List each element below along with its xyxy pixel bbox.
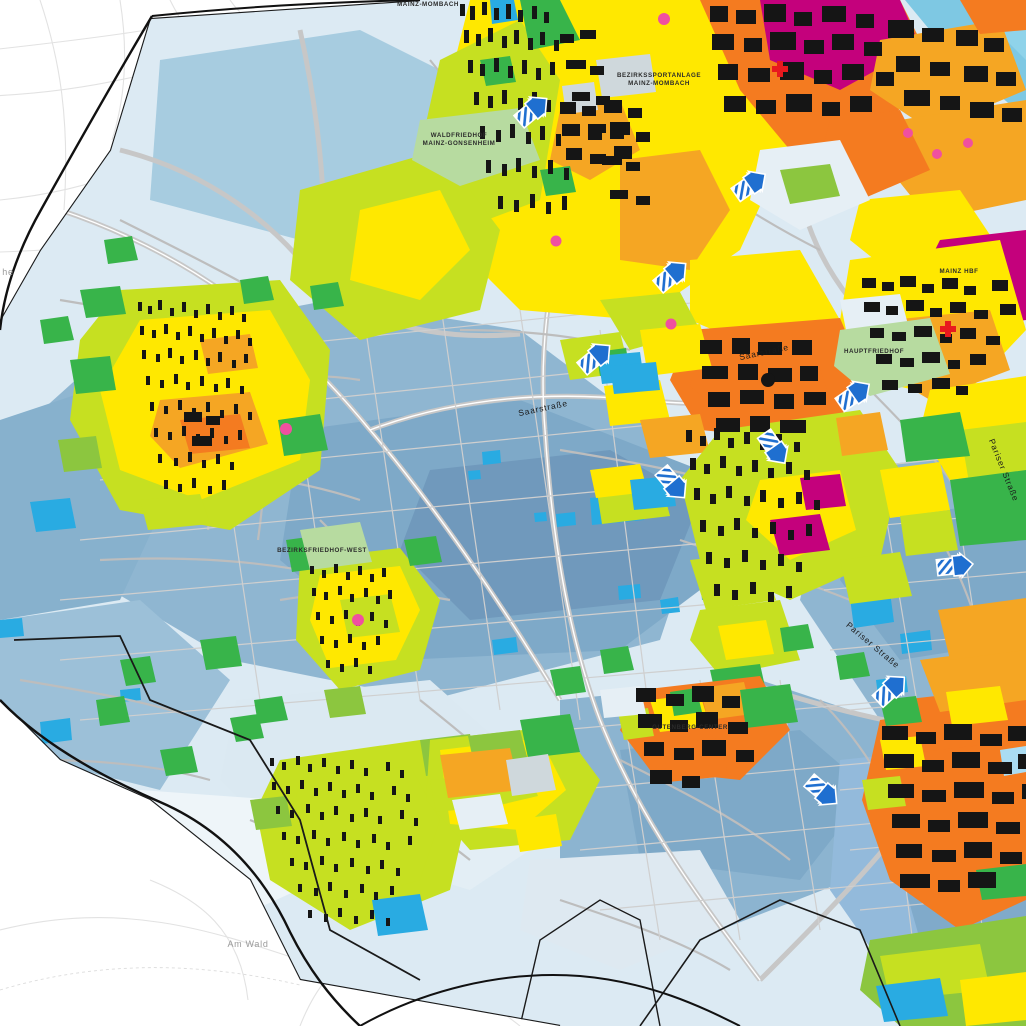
district-boundary	[13, 635, 421, 981]
hospital-cross-icon[interactable]	[940, 321, 956, 337]
builtup-service-south	[440, 748, 562, 852]
point-of-interest-dot[interactable]	[665, 318, 677, 330]
builtup-south-village	[250, 734, 478, 936]
builtup-bezirksfriedhof-west	[286, 534, 442, 718]
boundary-southwest	[0, 699, 361, 1026]
district-boundary-3	[519, 899, 661, 1026]
point-of-interest-dot[interactable]	[658, 13, 670, 25]
boundary-north	[151, 0, 421, 17]
hospital-cross-icon[interactable]	[772, 61, 788, 77]
boundary-south	[359, 974, 741, 1026]
green-spaces	[40, 236, 870, 776]
district-boundary-2	[639, 899, 901, 1026]
boundary-northwest	[0, 15, 154, 331]
builtup-south-business	[860, 916, 1026, 1026]
point-of-interest-dot[interactable]	[280, 423, 292, 435]
point-of-interest-dot[interactable]	[963, 138, 973, 148]
point-of-interest-dot[interactable]	[903, 128, 913, 138]
hospital-marker-layer	[772, 61, 956, 337]
point-of-interest-dot[interactable]	[932, 149, 942, 159]
point-of-interest-dot[interactable]	[352, 614, 364, 626]
builtup-bretzenheim	[680, 410, 958, 706]
poi-dot-layer	[280, 13, 973, 626]
point-of-interest-dot[interactable]	[550, 235, 562, 247]
building-footprints	[138, 2, 1026, 926]
builtup-finthen	[30, 280, 330, 532]
